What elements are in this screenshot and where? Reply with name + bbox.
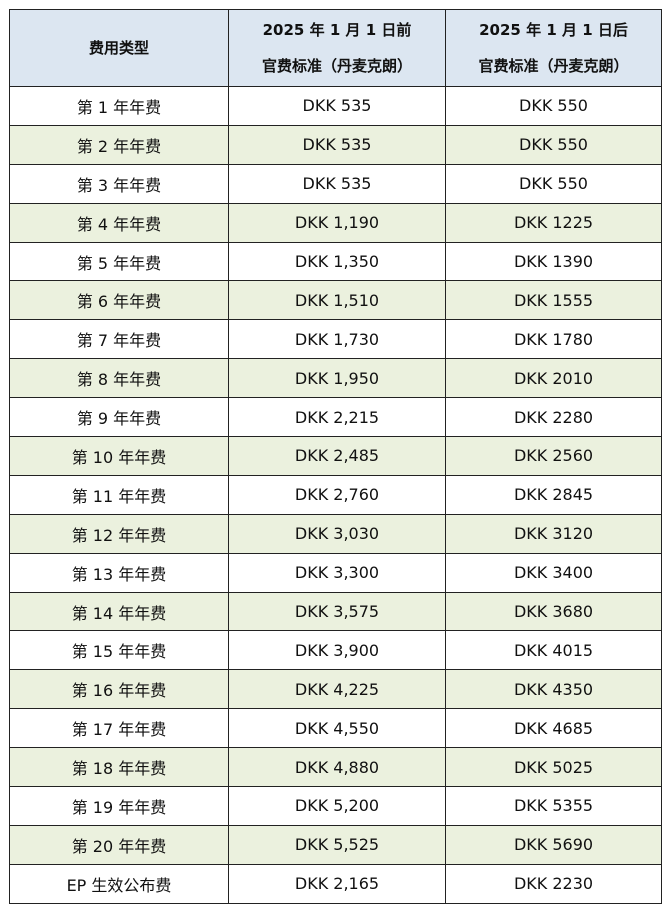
fee-after-cell: DKK 1780 xyxy=(445,319,662,360)
fee-after-cell: DKK 1390 xyxy=(445,241,662,282)
table-row: 第 20 年年费 DKK 5,525 DKK 5690 xyxy=(9,824,662,865)
table-row: 第 9 年年费 DKK 2,215 DKK 2280 xyxy=(9,397,662,438)
fee-type-cell: 第 12 年年费 xyxy=(9,513,229,554)
table-row: 第 19 年年费 DKK 5,200 DKK 5355 xyxy=(9,786,662,826)
fee-type-cell: 第 11 年年费 xyxy=(9,474,229,515)
fee-type-cell: 第 7 年年费 xyxy=(9,319,229,360)
table-row: 第 1 年年费 DKK 535 DKK 550 xyxy=(9,86,662,126)
fee-type-cell: 第 15 年年费 xyxy=(9,630,229,671)
fee-after-cell: DKK 3680 xyxy=(445,591,662,632)
fee-type-cell: 第 2 年年费 xyxy=(9,124,229,165)
fee-before-cell: DKK 1,950 xyxy=(228,358,446,399)
fee-type-cell: 第 1 年年费 xyxy=(9,86,229,126)
table-row: 第 15 年年费 DKK 3,900 DKK 4015 xyxy=(9,630,662,671)
fee-before-cell: DKK 2,760 xyxy=(228,474,446,515)
table-row: 第 11 年年费 DKK 2,760 DKK 2845 xyxy=(9,474,662,515)
fee-after-cell: DKK 2845 xyxy=(445,474,662,515)
fee-after-cell: DKK 4350 xyxy=(445,669,662,710)
header-before-label: 官费标准（丹麦克朗） xyxy=(261,57,412,75)
fee-before-cell: DKK 3,300 xyxy=(228,552,446,593)
table-row: 第 10 年年费 DKK 2,485 DKK 2560 xyxy=(9,436,662,476)
fee-type-cell: 第 16 年年费 xyxy=(9,669,229,710)
table-row: 第 12 年年费 DKK 3,030 DKK 3120 xyxy=(9,513,662,554)
table-row: 第 18 年年费 DKK 4,880 DKK 5025 xyxy=(9,747,662,788)
fee-before-cell: DKK 3,575 xyxy=(228,591,446,632)
fee-before-cell: DKK 535 xyxy=(228,124,446,165)
fee-before-cell: DKK 535 xyxy=(228,86,446,126)
fee-after-cell: DKK 5025 xyxy=(445,747,662,788)
fee-type-cell: 第 10 年年费 xyxy=(9,436,229,476)
fee-before-cell: DKK 1,730 xyxy=(228,319,446,360)
header-before-2025: 2025 年 1 月 1 日前 官费标准（丹麦克朗） xyxy=(228,9,446,87)
fee-after-cell: DKK 4685 xyxy=(445,708,662,749)
fee-type-cell: 第 5 年年费 xyxy=(9,241,229,282)
table-row: 第 5 年年费 DKK 1,350 DKK 1390 xyxy=(9,241,662,282)
fee-before-cell: DKK 3,900 xyxy=(228,630,446,671)
fee-type-cell: 第 4 年年费 xyxy=(9,202,229,243)
fee-after-cell: DKK 2280 xyxy=(445,397,662,438)
header-after-2025: 2025 年 1 月 1 日后 官费标准（丹麦克朗） xyxy=(445,9,662,87)
fee-before-cell: DKK 4,550 xyxy=(228,708,446,749)
fee-after-cell: DKK 5355 xyxy=(445,786,662,826)
fee-after-cell: DKK 4015 xyxy=(445,630,662,671)
fee-before-cell: DKK 2,485 xyxy=(228,436,446,476)
table-row: 第 3 年年费 DKK 535 DKK 550 xyxy=(9,163,662,204)
fee-before-cell: DKK 2,215 xyxy=(228,397,446,438)
table-row: EP 生效公布费 DKK 2,165 DKK 2230 xyxy=(9,863,662,904)
fee-after-cell: DKK 2010 xyxy=(445,358,662,399)
table-row: 第 7 年年费 DKK 1,730 DKK 1780 xyxy=(9,319,662,360)
fee-after-cell: DKK 550 xyxy=(445,124,662,165)
fee-type-cell: 第 20 年年费 xyxy=(9,824,229,865)
table-row: 第 2 年年费 DKK 535 DKK 550 xyxy=(9,124,662,165)
fee-after-cell: DKK 550 xyxy=(445,163,662,204)
fee-before-cell: DKK 535 xyxy=(228,163,446,204)
fee-type-cell: 第 19 年年费 xyxy=(9,786,229,826)
fee-type-cell: 第 9 年年费 xyxy=(9,397,229,438)
table-row: 第 14 年年费 DKK 3,575 DKK 3680 xyxy=(9,591,662,632)
fee-type-cell: 第 17 年年费 xyxy=(9,708,229,749)
fee-after-cell: DKK 5690 xyxy=(445,824,662,865)
table-row: 第 8 年年费 DKK 1,950 DKK 2010 xyxy=(9,358,662,399)
fee-type-cell: 第 18 年年费 xyxy=(9,747,229,788)
header-before-date: 2025 年 1 月 1 日前 xyxy=(262,21,412,39)
fee-before-cell: DKK 1,190 xyxy=(228,202,446,243)
fee-before-cell: DKK 2,165 xyxy=(228,863,446,904)
fee-after-cell: DKK 2230 xyxy=(445,863,662,904)
header-after-date: 2025 年 1 月 1 日后 xyxy=(479,21,628,39)
header-row: 费用类型 2025 年 1 月 1 日前 官费标准（丹麦克朗） 2025 年 1… xyxy=(9,9,662,87)
fee-table: 费用类型 2025 年 1 月 1 日前 官费标准（丹麦克朗） 2025 年 1… xyxy=(9,9,662,904)
fee-after-cell: DKK 1225 xyxy=(445,202,662,243)
fee-type-cell: 第 6 年年费 xyxy=(9,280,229,321)
fee-before-cell: DKK 4,880 xyxy=(228,747,446,788)
table-row: 第 6 年年费 DKK 1,510 DKK 1555 xyxy=(9,280,662,321)
fee-type-cell: 第 13 年年费 xyxy=(9,552,229,593)
fee-after-cell: DKK 550 xyxy=(445,86,662,126)
header-fee-type: 费用类型 xyxy=(9,9,229,87)
table-row: 第 13 年年费 DKK 3,300 DKK 3400 xyxy=(9,552,662,593)
header-after-label: 官费标准（丹麦克朗） xyxy=(478,57,629,75)
fee-after-cell: DKK 3400 xyxy=(445,552,662,593)
fee-before-cell: DKK 4,225 xyxy=(228,669,446,710)
fee-before-cell: DKK 1,510 xyxy=(228,280,446,321)
fee-after-cell: DKK 1555 xyxy=(445,280,662,321)
fee-type-cell: 第 14 年年费 xyxy=(9,591,229,632)
fee-before-cell: DKK 3,030 xyxy=(228,513,446,554)
fee-after-cell: DKK 3120 xyxy=(445,513,662,554)
fee-before-cell: DKK 5,200 xyxy=(228,786,446,826)
fee-type-cell: 第 8 年年费 xyxy=(9,358,229,399)
fee-after-cell: DKK 2560 xyxy=(445,436,662,476)
table-row: 第 4 年年费 DKK 1,190 DKK 1225 xyxy=(9,202,662,243)
fee-before-cell: DKK 1,350 xyxy=(228,241,446,282)
fee-type-cell: 第 3 年年费 xyxy=(9,163,229,204)
fee-type-cell: EP 生效公布费 xyxy=(9,863,229,904)
table-row: 第 16 年年费 DKK 4,225 DKK 4350 xyxy=(9,669,662,710)
table-row: 第 17 年年费 DKK 4,550 DKK 4685 xyxy=(9,708,662,749)
fee-before-cell: DKK 5,525 xyxy=(228,824,446,865)
